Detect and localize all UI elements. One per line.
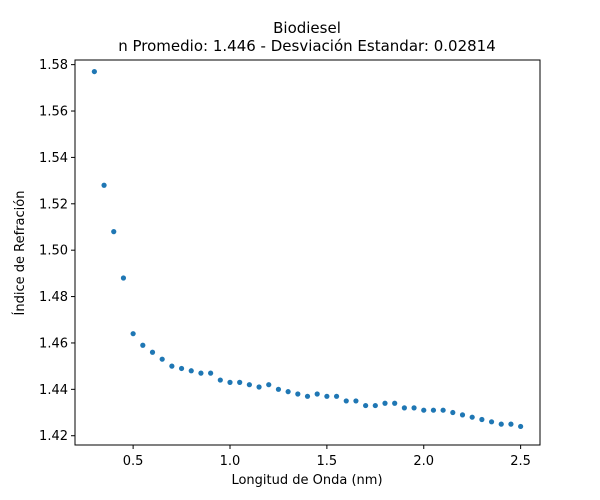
x-tick-label: 2.5 [510, 454, 531, 469]
data-point [130, 331, 136, 337]
data-point [227, 379, 233, 385]
data-point [295, 391, 301, 397]
data-point [324, 393, 330, 399]
data-point [401, 405, 407, 411]
y-axis-label: Índice de Refración [12, 191, 28, 316]
y-tick-label: 1.58 [39, 58, 68, 73]
data-point [178, 365, 185, 372]
data-point [256, 384, 262, 390]
plot-area [74, 59, 541, 446]
data-point [382, 400, 388, 406]
data-point [285, 389, 291, 395]
data-point [237, 379, 243, 385]
data-point [140, 342, 146, 348]
data-point [101, 182, 107, 188]
y-tick-label: 1.42 [39, 429, 68, 444]
x-tick-label: 1.0 [220, 454, 241, 469]
data-point [518, 423, 524, 430]
chart-subtitle: n Promedio: 1.446 - Desviación Estandar:… [118, 37, 496, 55]
data-point [111, 229, 117, 235]
data-point [169, 363, 175, 369]
data-point [459, 412, 466, 418]
data-point [304, 393, 311, 399]
data-point [208, 370, 214, 376]
data-point [246, 382, 252, 388]
data-point [372, 402, 378, 409]
data-point [266, 382, 272, 388]
data-point [343, 398, 349, 404]
data-points [91, 68, 524, 430]
x-tick-label: 2.0 [413, 454, 434, 469]
data-point [149, 349, 156, 355]
data-point [498, 421, 504, 427]
y-tick-label: 1.44 [39, 383, 68, 398]
data-point [198, 370, 204, 376]
data-point [392, 400, 398, 406]
data-point [275, 386, 282, 392]
x-tick-label: 0.5 [123, 454, 144, 469]
y-axis: 1.42 1.44 1.46 1.48 1.50 1.52 1.54 1.56 1.58 [39, 58, 75, 444]
data-point [508, 421, 514, 427]
data-point [159, 356, 165, 362]
chart-title: Biodiesel [273, 19, 341, 37]
data-point [120, 275, 127, 281]
x-axis-label: Longitud de Onda (nm) [231, 473, 382, 488]
data-point [479, 416, 485, 423]
data-point [469, 414, 475, 420]
data-point [430, 407, 437, 413]
y-tick-label: 1.52 [39, 197, 68, 212]
data-point [333, 393, 340, 399]
data-point [188, 368, 194, 374]
data-point [353, 398, 359, 404]
data-point [450, 409, 456, 416]
data-point [411, 405, 417, 411]
y-tick-label: 1.46 [39, 336, 68, 351]
data-point [91, 68, 97, 75]
y-tick-label: 1.54 [39, 151, 68, 166]
data-point [440, 407, 446, 413]
y-tick-label: 1.56 [39, 105, 68, 120]
data-point [217, 377, 223, 383]
plot-frame [74, 59, 541, 446]
data-point [488, 419, 495, 425]
data-point [314, 391, 320, 397]
x-tick-label: 1.5 [317, 454, 338, 469]
y-tick-label: 1.48 [39, 290, 68, 305]
y-tick-label: 1.50 [39, 244, 68, 259]
data-point [421, 407, 427, 413]
data-point [363, 402, 369, 409]
x-axis: 0.5 1.0 1.5 2.0 2.5 [123, 445, 531, 469]
